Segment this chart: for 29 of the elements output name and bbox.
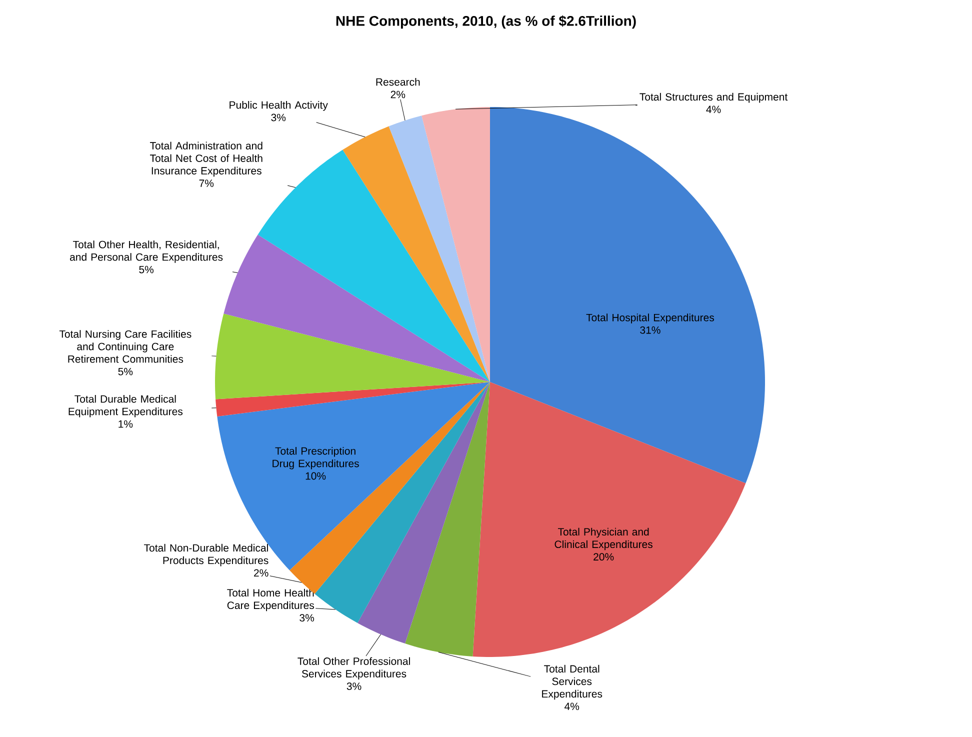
data-label: 7% [199, 180, 214, 187]
slice-label: Total Structures and Equipment [640, 92, 788, 103]
slice-label: Total Administration and Total Net Cost of Health Insurance Expenditures [150, 142, 262, 177]
slice-label: Total Dental Services Expenditures [542, 664, 602, 700]
data-label: 3% [300, 614, 314, 622]
slice-label: Total Hospital Expenditures [586, 314, 714, 324]
slice-label: Total Physician and Clinical Expenditures [554, 528, 652, 550]
slice-label: Total Nursing Care Facilities and Continuing Care Retirement Communities [59, 330, 192, 363]
data-label: 5% [118, 368, 133, 376]
slice-label: Total Non-Durable Medical Products Expenditures [144, 544, 268, 566]
data-label: 5% [139, 266, 154, 274]
data-label: 2% [254, 569, 268, 577]
data-label: 10% [306, 472, 326, 480]
slice-label: Public Health Activity [230, 101, 328, 111]
data-label: 31% [640, 326, 660, 334]
data-label: 20% [594, 553, 614, 561]
data-label: 2% [390, 90, 406, 98]
slice-label: Total Other Health, Residential, and Personal Care Expenditures [70, 240, 223, 263]
slice-label: Research [376, 78, 420, 86]
data-label: 4% [564, 702, 580, 710]
data-label: 1% [118, 420, 133, 428]
slice-label: Total Other Professional Services Expenditures [298, 657, 410, 680]
data-label: 3% [271, 114, 286, 122]
data-label: 3% [346, 682, 362, 690]
slice-label: Total Durable Medical Equipment Expenditures [68, 394, 183, 418]
slice-label: Total Home Health Care Expenditures [227, 588, 314, 612]
slice-label: Total Prescription Drug Expenditures [272, 446, 359, 470]
data-label: 4% [706, 106, 721, 114]
chart-title: NHE Components, 2010, (as % of $2.6Trillion) [336, 15, 636, 29]
